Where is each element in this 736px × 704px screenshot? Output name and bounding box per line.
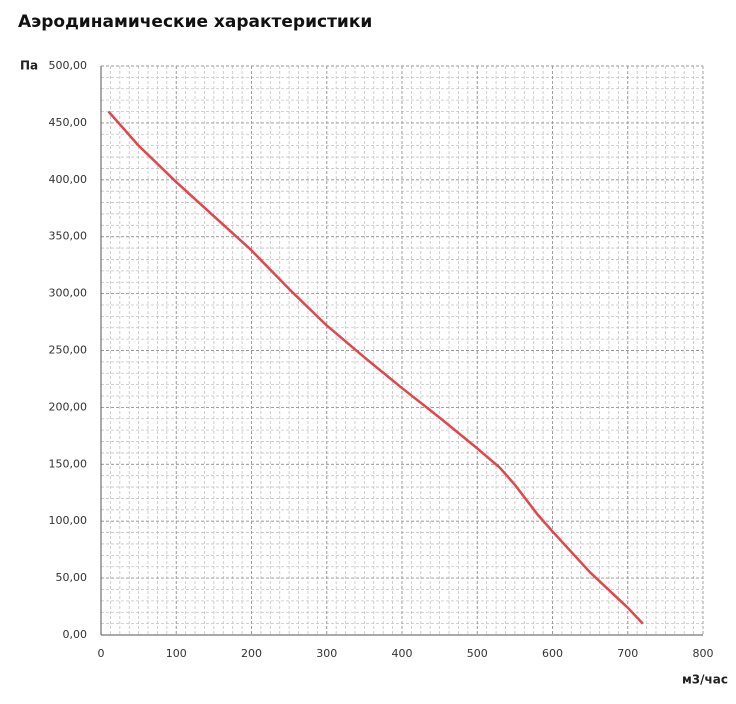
y-tick-label: 50,00 <box>56 571 88 584</box>
y-tick-label: 100,00 <box>49 514 88 527</box>
x-tick-label: 100 <box>166 647 187 660</box>
x-tick-label: 800 <box>693 647 714 660</box>
y-tick-label: 250,00 <box>49 344 88 357</box>
x-tick-label: 0 <box>98 647 105 660</box>
y-tick-label: 300,00 <box>49 287 88 300</box>
x-tick-label: 200 <box>241 647 262 660</box>
y-tick-label: 200,00 <box>49 400 88 413</box>
y-tick-label: 0,00 <box>63 628 88 641</box>
x-tick-label: 300 <box>316 647 337 660</box>
y-tick-label: 500,00 <box>49 59 88 72</box>
x-axis-label: м3/час <box>682 673 728 687</box>
chart-title: Аэродинамические характеристики <box>18 12 372 32</box>
y-axis-label: Па <box>20 59 38 73</box>
x-tick-label: 600 <box>542 647 563 660</box>
y-tick-label: 350,00 <box>49 230 88 243</box>
x-tick-label: 500 <box>467 647 488 660</box>
x-tick-label: 400 <box>392 647 413 660</box>
y-tick-label: 400,00 <box>49 173 88 186</box>
y-tick-label: 450,00 <box>49 116 88 129</box>
data-line <box>107 110 644 625</box>
y-tick-label: 150,00 <box>49 457 88 470</box>
x-tick-label: 700 <box>617 647 638 660</box>
